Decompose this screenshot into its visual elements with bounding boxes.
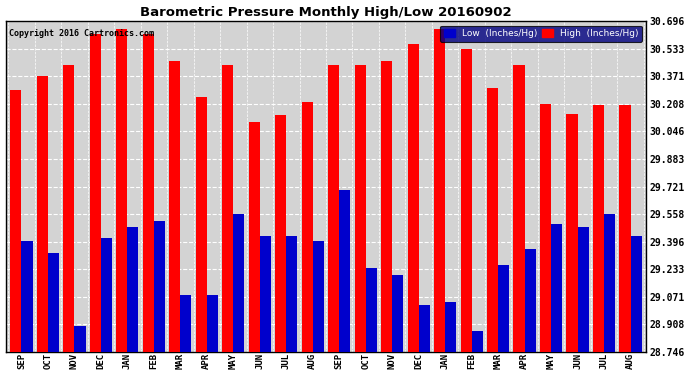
Bar <box>419 306 430 352</box>
Bar <box>48 253 59 352</box>
Bar <box>313 241 324 352</box>
Bar <box>128 227 139 352</box>
Bar <box>328 64 339 352</box>
Bar <box>498 265 509 352</box>
Bar <box>513 64 524 352</box>
Bar <box>460 49 472 352</box>
Bar <box>143 34 154 352</box>
Title: Barometric Pressure Monthly High/Low 20160902: Barometric Pressure Monthly High/Low 201… <box>140 6 512 18</box>
Bar <box>631 236 642 352</box>
Bar <box>540 104 551 352</box>
Bar <box>566 114 578 352</box>
Bar <box>233 214 244 352</box>
Bar <box>434 29 445 352</box>
Bar <box>445 302 456 352</box>
Bar <box>339 190 351 352</box>
Bar <box>196 97 207 352</box>
Bar <box>381 61 392 352</box>
Bar <box>90 34 101 352</box>
Bar <box>487 88 498 352</box>
Bar <box>101 238 112 352</box>
Bar <box>116 29 128 352</box>
Legend: Low  (Inches/Hg), High  (Inches/Hg): Low (Inches/Hg), High (Inches/Hg) <box>440 26 642 42</box>
Bar <box>604 214 615 352</box>
Bar <box>593 105 604 352</box>
Bar <box>302 102 313 352</box>
Bar <box>472 331 483 352</box>
Text: Copyright 2016 Cartronics.com: Copyright 2016 Cartronics.com <box>9 29 154 38</box>
Bar <box>10 90 21 352</box>
Bar <box>620 105 631 352</box>
Bar <box>524 249 535 352</box>
Bar <box>551 224 562 352</box>
Bar <box>259 236 271 352</box>
Bar <box>355 64 366 352</box>
Bar <box>392 275 404 352</box>
Bar <box>408 44 419 352</box>
Bar <box>154 220 165 352</box>
Bar <box>180 295 191 352</box>
Bar <box>275 116 286 352</box>
Bar <box>63 64 75 352</box>
Bar <box>366 268 377 352</box>
Bar <box>248 122 259 352</box>
Bar <box>578 227 589 352</box>
Bar <box>75 326 86 352</box>
Bar <box>286 236 297 352</box>
Bar <box>222 64 233 352</box>
Bar <box>207 295 218 352</box>
Bar <box>21 241 32 352</box>
Bar <box>37 76 48 352</box>
Bar <box>169 61 180 352</box>
